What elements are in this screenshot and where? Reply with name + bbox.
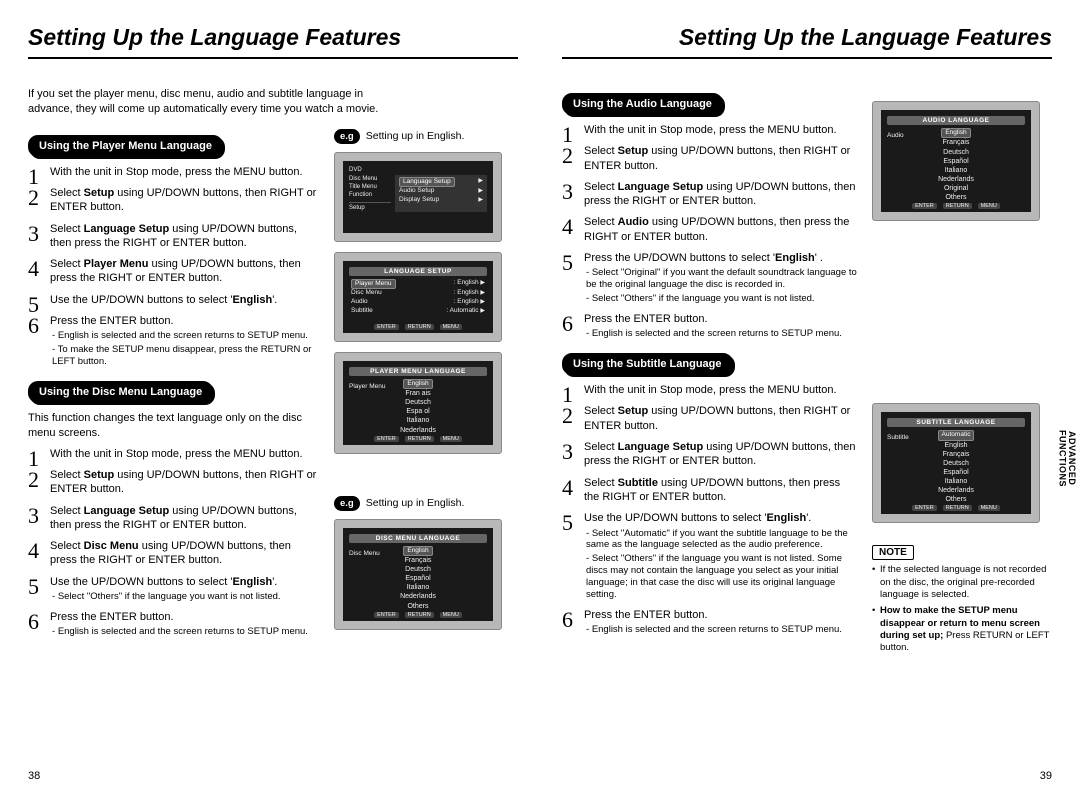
section-player-menu-label: Using the Player Menu Language [28, 135, 223, 157]
note-item: How to make the SETUP menu disappear or … [872, 605, 1054, 654]
eg-badge-2: e.g [334, 496, 360, 511]
note-list: If the selected language is not recorded… [872, 564, 1054, 654]
screenshot-setup-menu: DVDDisc MenuTitle MenuFunctionSetupLangu… [334, 152, 502, 242]
step-item: Select Setup using UP/DOWN buttons, then… [28, 186, 320, 215]
step-subnote: To make the SETUP menu disappear, press … [50, 344, 320, 368]
page-number-left: 38 [28, 770, 40, 782]
step-subnote: Select "Others" if the language you want… [584, 553, 858, 601]
step-item: Press the ENTER button.English is select… [28, 314, 320, 368]
step-item: Use the UP/DOWN buttons to select 'Engli… [562, 511, 858, 601]
screenshot-lang-setup: LANGUAGE SETUPPlayer Menu: English ▶Disc… [334, 252, 502, 342]
section-audio-label: Using the Audio Language [562, 93, 723, 115]
page-number-right: 39 [1040, 770, 1052, 782]
eg-row-1: e.g Setting up in English. [334, 129, 502, 144]
note-label: NOTE [872, 545, 914, 560]
eg-row-2: e.g Setting up in English. [334, 496, 502, 511]
note-item: If the selected language is not recorded… [872, 564, 1054, 601]
page-left: Setting Up the Language Features If you … [0, 0, 540, 790]
subtitle-steps: With the unit in Stop mode, press the ME… [562, 383, 858, 636]
page-title-right: Setting Up the Language Features [562, 24, 1052, 59]
step-subnote: Select "Original" if you want the defaul… [584, 267, 858, 291]
step-item: With the unit in Stop mode, press the ME… [28, 165, 320, 179]
step-subnote: English is selected and the screen retur… [584, 624, 858, 636]
player-menu-steps: With the unit in Stop mode, press the ME… [28, 165, 320, 368]
step-item: With the unit in Stop mode, press the ME… [562, 123, 858, 137]
step-item: Select Language Setup using UP/DOWN butt… [28, 222, 320, 251]
step-item: Select Language Setup using UP/DOWN butt… [562, 180, 858, 209]
eg-text-1: Setting up in English. [366, 130, 465, 142]
side-tab: ADVANCEDFUNCTIONS [1057, 430, 1076, 487]
step-item: With the unit in Stop mode, press the ME… [28, 447, 320, 461]
step-item: Select Subtitle using UP/DOWN buttons, t… [562, 476, 858, 505]
step-subnote: Select "Others" if the language you want… [584, 293, 858, 305]
step-item: Press the ENTER button.English is select… [562, 608, 858, 636]
step-item: With the unit in Stop mode, press the ME… [562, 383, 858, 397]
step-subnote: Select "Automatic" if you want the subti… [584, 528, 858, 552]
step-item: Select Disc Menu using UP/DOWN buttons, … [28, 539, 320, 568]
page-right: Setting Up the Language Features Using t… [540, 0, 1080, 790]
section-subtitle-label: Using the Subtitle Language [562, 353, 733, 375]
step-item: Select Language Setup using UP/DOWN butt… [562, 440, 858, 469]
disc-menu-desc: This function changes the text language … [28, 411, 320, 441]
screenshot-subtitle-lang: SUBTITLE LANGUAGESubtitleAutomaticEnglis… [872, 403, 1040, 523]
screenshot-audio-lang: AUDIO LANGUAGEAudioEnglishFrançaisDeutsc… [872, 101, 1040, 221]
step-subnote: English is selected and the screen retur… [584, 328, 858, 340]
step-item: Press the UP/DOWN buttons to select 'Eng… [562, 251, 858, 305]
step-subnote: English is selected and the screen retur… [50, 626, 320, 638]
screenshot-player-menu-lang: PLAYER MENU LANGUAGEPlayer MenuEnglishFr… [334, 352, 502, 454]
step-item: Press the ENTER button.English is select… [28, 610, 320, 638]
intro-text: If you set the player menu, disc menu, a… [28, 87, 408, 117]
eg-badge: e.g [334, 129, 360, 144]
step-item: Select Setup using UP/DOWN buttons, then… [562, 404, 858, 433]
step-subnote: Select "Others" if the language you want… [50, 591, 320, 603]
step-item: Select Language Setup using UP/DOWN butt… [28, 504, 320, 533]
disc-menu-steps: With the unit in Stop mode, press the ME… [28, 447, 320, 638]
step-item: Select Audio using UP/DOWN buttons, then… [562, 215, 858, 244]
step-item: Select Setup using UP/DOWN buttons, then… [562, 144, 858, 173]
page-title-left: Setting Up the Language Features [28, 24, 518, 59]
audio-steps: With the unit in Stop mode, press the ME… [562, 123, 858, 340]
step-item: Select Player Menu using UP/DOWN buttons… [28, 257, 320, 286]
step-item: Select Setup using UP/DOWN buttons, then… [28, 468, 320, 497]
step-item: Use the UP/DOWN buttons to select 'Engli… [28, 293, 320, 307]
screenshot-disc-menu-lang: DISC MENU LANGUAGEDisc MenuEnglishFrança… [334, 519, 502, 630]
section-disc-menu-label: Using the Disc Menu Language [28, 381, 213, 403]
step-subnote: English is selected and the screen retur… [50, 330, 320, 342]
eg-text-2: Setting up in English. [366, 497, 465, 509]
step-item: Press the ENTER button.English is select… [562, 312, 858, 340]
step-item: Use the UP/DOWN buttons to select 'Engli… [28, 575, 320, 603]
